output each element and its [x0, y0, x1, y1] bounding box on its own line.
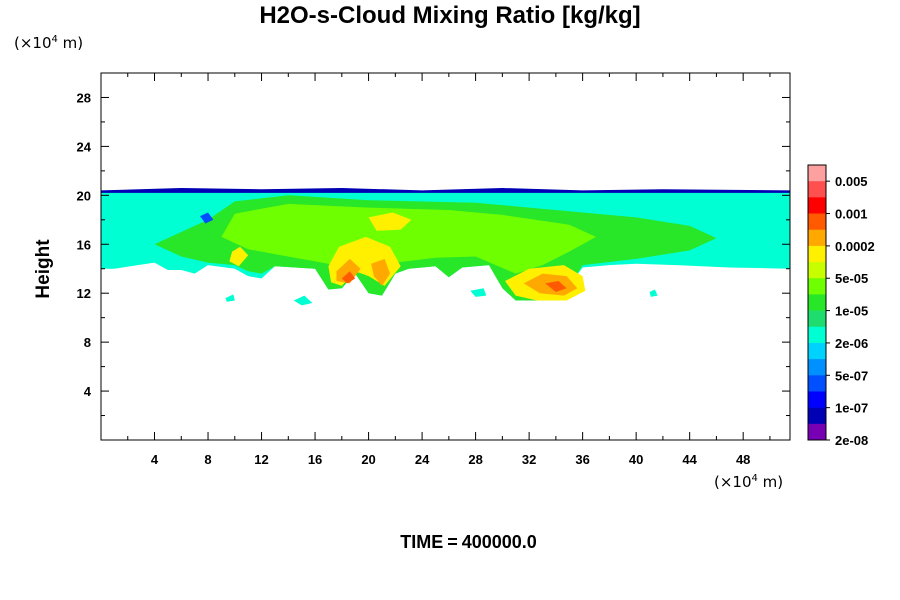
- x-tick-label: 36: [575, 452, 589, 467]
- colorbar-swatch: [808, 165, 826, 182]
- time-eq: =: [447, 532, 458, 552]
- y-axis-label: Height: [33, 239, 54, 299]
- colorbar-label: 1e-05: [835, 304, 868, 319]
- colorbar-label: 5e-05: [835, 271, 868, 286]
- contour-region-8: [336, 258, 361, 284]
- x-tick-label: 32: [522, 452, 536, 467]
- colorbar-swatch: [808, 326, 826, 344]
- y-axis-unit: (×104 m): [14, 34, 84, 52]
- contour-region-4: [368, 212, 412, 231]
- colorbar-swatch: [808, 375, 826, 392]
- colorbar-swatch: [808, 197, 826, 214]
- contour-fill-layer: [101, 188, 790, 306]
- contour-region-11: [341, 271, 356, 284]
- y-tick-label: 8: [84, 335, 91, 350]
- contour-region-7: [229, 246, 249, 267]
- colorbar-swatch: [808, 213, 826, 231]
- colorbar-swatch: [808, 391, 826, 408]
- x-tick-label: 20: [361, 452, 375, 467]
- colorbar-swatch: [808, 245, 826, 263]
- x-tick-label: 40: [629, 452, 643, 467]
- x-tick-label: 4: [151, 452, 159, 467]
- contour-region-13: [225, 294, 235, 302]
- colorbar-swatch: [808, 359, 826, 376]
- contour-region-16: [649, 289, 658, 297]
- colorbar-swatch: [808, 294, 826, 311]
- colorbar-label: 5e-07: [835, 368, 868, 383]
- x-tick-label: 44: [682, 452, 697, 467]
- colorbar-swatch: [808, 181, 826, 198]
- colorbar-label: 0.005: [835, 174, 868, 189]
- colorbar: 0.005 0.001 0.0002 5e-05 1e-05 2e-06 5e-07 1e-0…: [807, 164, 875, 448]
- time-key: TIME: [400, 532, 444, 552]
- y-tick-label: 24: [77, 139, 92, 154]
- colorbar-swatch: [808, 342, 826, 360]
- colorbar-label: 0.0002: [835, 239, 875, 254]
- colorbar-swatch: [808, 310, 826, 328]
- y-tick-label: 28: [77, 90, 91, 105]
- y-tick-label: 4: [84, 384, 92, 399]
- colorbar-swatch: [808, 423, 826, 441]
- x-tick-label: 28: [468, 452, 482, 467]
- colorbar-swatch: [808, 278, 826, 295]
- y-tick-label: 20: [77, 188, 91, 203]
- contour-region-14: [293, 295, 313, 306]
- colorbar-label: 2e-06: [835, 336, 868, 351]
- contour-region-15: [470, 288, 487, 297]
- colorbar-label: 0.001: [835, 207, 868, 222]
- colorbar-swatch: [808, 229, 826, 247]
- y-tick-label: 12: [77, 286, 91, 301]
- colorbar-frame: [807, 164, 827, 441]
- x-tick-label: 16: [308, 452, 322, 467]
- contour-region-9: [371, 258, 390, 286]
- time-label: TIME = 400000.0: [0, 532, 900, 553]
- x-tick-label: 48: [736, 452, 750, 467]
- colorbar-label: 1e-07: [835, 401, 868, 416]
- time-value: 400000.0: [461, 532, 537, 552]
- x-tick-label: 8: [204, 452, 211, 467]
- contour-region-3: [221, 203, 596, 274]
- contour-region-12: [545, 281, 567, 292]
- chart-title: H2O-s-Cloud Mixing Ratio [kg/kg]: [259, 2, 641, 29]
- plot-frame: [100, 72, 791, 441]
- y-tick-label: 16: [77, 237, 91, 252]
- x-axis-unit: (×104 m): [714, 473, 784, 491]
- colorbar-swatch: [808, 407, 826, 425]
- colorbar-swatch: [808, 262, 826, 279]
- x-tick-label: 12: [254, 452, 268, 467]
- contour-region-17: [200, 212, 214, 224]
- x-tick-label: 24: [415, 452, 430, 467]
- colorbar-label: 2e-08: [835, 433, 868, 448]
